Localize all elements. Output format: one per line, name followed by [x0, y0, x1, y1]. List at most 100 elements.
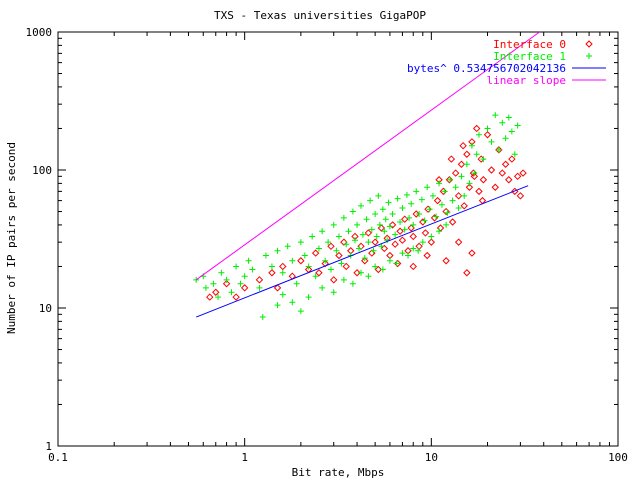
data-point-interface-1 [403, 191, 410, 198]
data-point-interface-1 [305, 263, 312, 270]
data-point-interface-1 [358, 269, 365, 276]
data-point-interface-0 [398, 236, 407, 244]
data-point-interface-1 [297, 239, 304, 246]
data-point-interface-1 [279, 269, 286, 276]
data-point-interface-0 [391, 240, 399, 248]
data-point-interface-0 [297, 257, 305, 265]
data-point-interface-1 [359, 231, 366, 238]
data-point-interface-0 [330, 276, 338, 284]
data-point-interface-1 [315, 245, 322, 252]
data-point-interface-1 [373, 233, 380, 240]
data-point-interface-1 [228, 289, 235, 296]
data-point-interface-0 [472, 124, 481, 133]
data-point-interface-1 [358, 202, 365, 209]
data-point-interface-1 [511, 151, 518, 158]
data-point-interface-0 [240, 284, 249, 292]
data-point-interface-1 [429, 192, 436, 199]
data-point-interface-0 [409, 232, 417, 241]
data-point-interface-0 [442, 257, 450, 265]
data-point-interface-0 [498, 169, 507, 177]
data-point-interface-1 [475, 131, 482, 138]
data-point-interface-0 [353, 269, 361, 277]
data-point-interface-1 [297, 308, 304, 315]
data-point-interface-1 [421, 217, 428, 224]
data-point-interface-0 [421, 229, 430, 237]
data-point-interface-1 [385, 199, 392, 206]
x-tick-label: 10 [425, 451, 438, 464]
data-point-interface-0 [475, 187, 483, 196]
data-point-interface-1 [274, 302, 281, 309]
data-point-interface-1 [370, 247, 377, 254]
data-point-interface-1 [394, 195, 401, 202]
data-point-interface-1 [375, 192, 382, 199]
data-point-interface-1 [293, 280, 300, 287]
series-line-3 [195, 31, 540, 281]
data-point-interface-1 [502, 135, 509, 142]
data-point-interface-1 [466, 180, 473, 187]
x-tick-label: 0.1 [48, 451, 68, 464]
y-tick-label: 10 [39, 302, 52, 315]
data-point-interface-1 [223, 276, 230, 283]
data-point-interface-1 [406, 214, 413, 221]
data-point-interface-0 [380, 244, 389, 253]
data-point-interface-0 [463, 150, 471, 158]
data-point-interface-1 [381, 228, 388, 235]
data-point-interface-1 [463, 161, 470, 168]
data-point-interface-1 [312, 273, 319, 280]
data-point-interface-1 [436, 228, 443, 235]
data-point-interface-1 [372, 210, 379, 217]
data-point-interface-0 [448, 218, 457, 226]
data-point-interface-0 [487, 166, 496, 174]
data-point-interface-0 [445, 176, 454, 184]
data-point-interface-1 [372, 263, 379, 270]
data-point-interface-1 [249, 266, 256, 273]
data-point-interface-1 [484, 125, 491, 132]
data-point-interface-1 [413, 188, 420, 195]
legend-marker-diamond [585, 40, 593, 48]
data-point-interface-0 [516, 192, 525, 200]
data-point-interface-0 [361, 257, 369, 265]
data-point-interface-0 [321, 259, 329, 268]
data-point-interface-0 [396, 227, 404, 235]
data-point-interface-0 [469, 169, 478, 177]
data-point-interface-0 [463, 269, 471, 277]
series-3 [195, 31, 540, 281]
y-tick-label: 1 [45, 440, 52, 453]
data-point-interface-0 [415, 242, 423, 250]
data-point-interface-1 [458, 173, 465, 180]
data-point-interface-1 [368, 226, 375, 233]
data-point-interface-0 [255, 276, 264, 284]
data-point-interface-1 [241, 273, 248, 280]
data-point-interface-1 [340, 214, 347, 221]
data-point-interface-0 [232, 293, 240, 301]
data-point-interface-1 [309, 233, 316, 240]
data-point-interface-1 [301, 252, 308, 259]
data-point-interface-1 [452, 184, 459, 191]
data-point-interface-1 [499, 119, 506, 126]
data-point-interface-1 [410, 245, 417, 252]
data-point-interface-0 [409, 262, 417, 271]
data-point-interface-1 [399, 250, 406, 257]
data-point-interface-1 [386, 223, 393, 230]
legend-label: Interface 1 [493, 50, 566, 63]
data-point-interface-0 [483, 131, 492, 139]
data-point-interface-0 [400, 215, 409, 223]
data-point-interface-1 [447, 176, 454, 183]
data-point-interface-1 [289, 257, 296, 264]
data-point-interface-0 [451, 169, 460, 177]
data-point-interface-1 [508, 128, 515, 135]
data-point-interface-1 [436, 180, 443, 187]
data-point-interface-0 [327, 242, 335, 250]
data-point-interface-1 [289, 299, 296, 306]
data-point-interface-0 [335, 251, 343, 260]
data-point-interface-0 [439, 187, 448, 196]
data-point-interface-1 [449, 197, 456, 204]
data-point-interface-0 [212, 288, 220, 296]
data-point-interface-0 [436, 224, 445, 232]
data-point-interface-1 [259, 314, 266, 321]
data-point-interface-1 [349, 280, 356, 287]
data-point-interface-1 [473, 151, 480, 158]
data-point-interface-0 [454, 192, 463, 200]
data-point-interface-0 [377, 224, 386, 232]
